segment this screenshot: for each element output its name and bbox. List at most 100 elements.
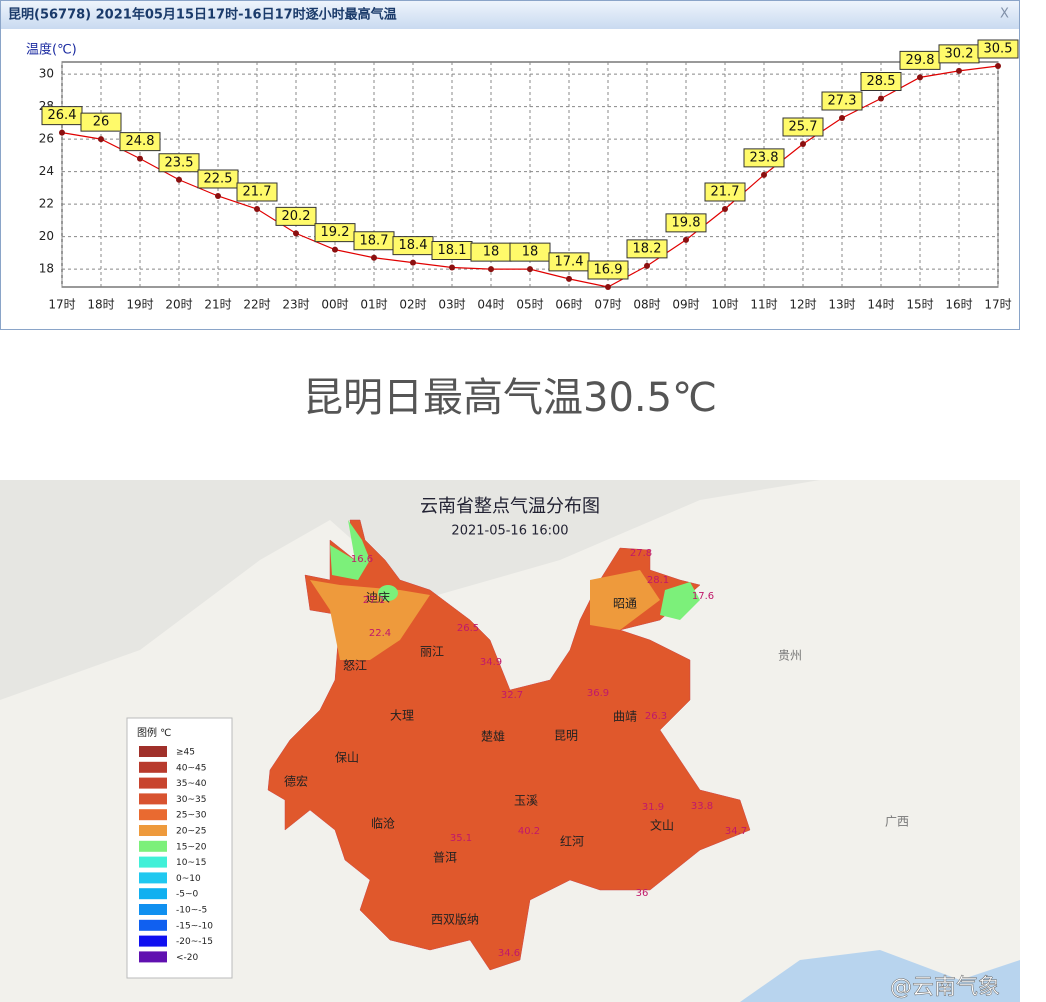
data-label: 20.2 — [282, 209, 311, 224]
x-tick-label: 02时 — [399, 298, 426, 312]
place-label: 楚雄 — [481, 729, 505, 744]
legend-swatch — [139, 856, 167, 868]
temperature-reading: 27.1 — [363, 595, 385, 606]
data-label: 27.3 — [828, 94, 857, 109]
legend-swatch — [139, 919, 167, 931]
place-label: 贵州 — [778, 649, 802, 663]
legend-label: 35~40 — [176, 779, 207, 789]
data-label: 21.7 — [243, 185, 272, 200]
point — [878, 95, 884, 102]
x-tick-label: 19时 — [126, 298, 153, 312]
legend-swatch — [139, 888, 167, 900]
data-label: 21.7 — [711, 185, 740, 200]
legend-label: ≥45 — [176, 748, 195, 758]
place-label: 昭通 — [613, 597, 637, 611]
point — [605, 284, 611, 290]
y-tick-label: 20 — [39, 229, 54, 243]
x-tick-label: 10时 — [711, 298, 738, 312]
place-label: 怒江 — [343, 658, 367, 673]
temperature-reading: 26.5 — [457, 623, 479, 634]
map-title: 云南省整点气温分布图 — [420, 496, 600, 517]
label-box — [80, 112, 122, 132]
x-tick-label: 18时 — [87, 298, 114, 312]
x-tick-label: 11时 — [750, 298, 777, 312]
x-tick-label: 13时 — [828, 298, 855, 312]
temperature-reading: 36 — [636, 888, 649, 899]
legend-swatch — [139, 809, 167, 821]
legend-label: -15~-10 — [176, 921, 213, 931]
window-frame — [0, 0, 1020, 330]
point — [332, 246, 338, 253]
legend-swatch — [139, 777, 167, 789]
label-box — [821, 91, 863, 111]
legend-swatch — [139, 904, 167, 915]
temperature-reading: 40.2 — [518, 826, 540, 837]
x-tick-label: 15时 — [906, 298, 933, 312]
legend-swatch — [139, 761, 167, 773]
temperature-reading: 34.9 — [480, 657, 502, 668]
data-label: 25.7 — [789, 120, 818, 135]
label-box — [743, 148, 785, 168]
data-label: 18 — [522, 245, 539, 260]
sea — [740, 950, 1020, 1002]
legend-title: 图例 ℃ — [137, 726, 171, 739]
place-label: 曲靖 — [613, 710, 637, 724]
point — [137, 155, 143, 162]
data-label: 23.5 — [165, 155, 194, 170]
chart-title: 昆明(56778) 2021年05月15日17时-16日17时逐小时最高气温 — [8, 7, 397, 23]
x-tick-label: 03时 — [438, 298, 465, 312]
data-label: 24.8 — [126, 134, 155, 149]
x-tick-label: 21时 — [204, 298, 231, 312]
label-box — [977, 39, 1019, 59]
legend-swatch — [139, 872, 167, 884]
temperature-reading: 34.7 — [725, 826, 747, 837]
green-zone — [660, 582, 700, 620]
x-tick-label: 08时 — [633, 298, 660, 312]
x-tick-label: 04时 — [477, 298, 504, 312]
temperature-reading: 22.4 — [369, 628, 391, 639]
place-label: 昆明 — [554, 729, 578, 743]
data-label: 26 — [93, 115, 110, 130]
place-label: 保山 — [335, 751, 359, 765]
map-subtitle: 2021-05-16 16:00 — [451, 524, 568, 539]
data-label: 18.4 — [399, 238, 428, 253]
legend-label: 30~35 — [176, 795, 206, 805]
legend-swatch — [139, 746, 167, 757]
y-tick-label: 30 — [39, 67, 54, 81]
green-zone — [378, 585, 398, 601]
x-tick-label: 06时 — [555, 298, 582, 312]
temperature-reading: 27.8 — [630, 548, 652, 559]
label-box — [704, 182, 746, 202]
data-label: 26.4 — [48, 108, 77, 123]
label-box — [626, 239, 668, 259]
x-tick-label: 07时 — [594, 298, 621, 312]
place-label: 临沧 — [371, 816, 395, 831]
place-label: 红河 — [560, 834, 584, 849]
map: 云南省整点气温分布图 2021-05-16 16:00 图例 ℃ @云南气象 ≥… — [0, 480, 1020, 1002]
x-tick-label: 05时 — [516, 298, 543, 312]
label-box — [119, 132, 161, 152]
point — [215, 193, 221, 199]
point — [956, 67, 962, 74]
green-zone — [330, 520, 370, 580]
x-tick-label: 20时 — [165, 298, 192, 312]
place-label: 文山 — [650, 818, 674, 833]
x-tick-label: 00时 — [321, 298, 348, 312]
temperature-reading: 16.6 — [351, 554, 373, 565]
point — [566, 275, 572, 282]
temperature-reading: 31.9 — [642, 802, 664, 813]
legend-label: 40~45 — [176, 763, 206, 773]
data-label: 22.5 — [204, 172, 233, 187]
point — [488, 266, 494, 273]
label-box — [275, 206, 317, 226]
label-box — [236, 182, 278, 202]
place-label: 大理 — [390, 709, 414, 723]
legend-label: 20~25 — [176, 827, 206, 837]
cool-zone — [590, 570, 660, 630]
x-tick-label: 17时 — [984, 298, 1011, 312]
place-label: 丽江 — [420, 645, 444, 659]
point — [254, 206, 260, 212]
data-label: 30.5 — [984, 42, 1013, 57]
close-button[interactable]: X — [1000, 7, 1009, 22]
